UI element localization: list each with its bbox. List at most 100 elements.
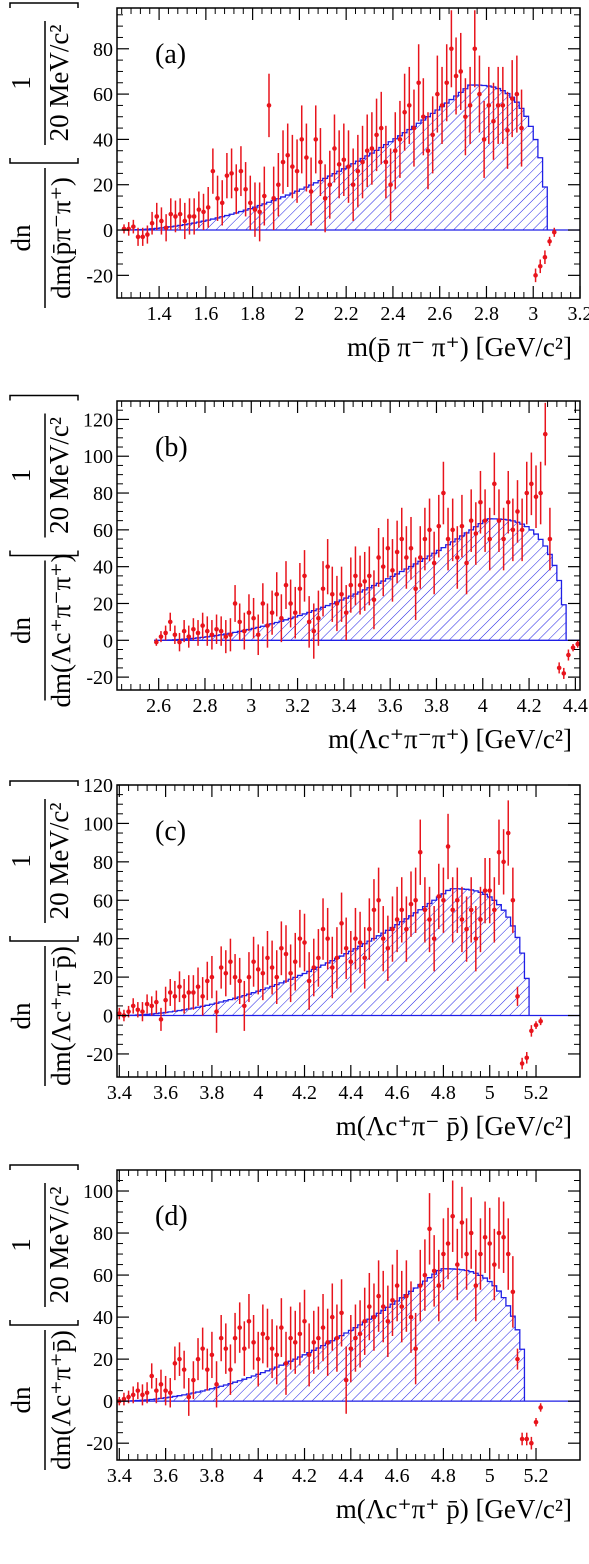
data-point	[533, 268, 538, 283]
data-point	[486, 66, 492, 144]
data-point	[482, 489, 488, 552]
data-point	[514, 55, 520, 133]
data-point	[214, 1361, 219, 1408]
data-point	[413, 1312, 418, 1385]
y-tick-label: -20	[86, 1433, 113, 1455]
data-point	[515, 480, 520, 543]
data-point	[464, 1218, 469, 1290]
data-point	[265, 1308, 270, 1368]
data-point	[390, 539, 395, 602]
y-axis-label: 1 20 MeV/c² dn dm(p̄π⁻π⁺)	[6, 2, 79, 308]
data-point	[229, 148, 234, 199]
data-point	[441, 461, 446, 525]
data-point	[149, 996, 155, 1016]
data-point	[500, 66, 506, 144]
data-point	[163, 214, 169, 242]
data-point	[542, 250, 548, 265]
x-tick-label: 1.4	[147, 303, 172, 325]
data-point	[445, 813, 451, 880]
data-point	[348, 557, 354, 613]
data-point	[181, 620, 187, 643]
data-point	[529, 1436, 534, 1450]
data-point	[343, 917, 349, 980]
data-point	[533, 1021, 539, 1029]
data-point	[320, 1293, 326, 1362]
y-tick-label: 60	[93, 520, 113, 542]
data-point	[121, 224, 127, 234]
x-tick-label: 2.4	[380, 303, 405, 325]
x-tick-label: 2.8	[474, 303, 499, 325]
x-tick-label: 5.2	[524, 1082, 549, 1104]
data-point	[306, 952, 312, 1010]
data-point	[218, 946, 224, 989]
panel-4: 3.4 3.6 3.8 4 4.2 4.4 4.6 4.8 5 5.2 -20 0 20 40 60 80 10…	[6, 1164, 581, 1524]
x-tick-label: 5	[485, 1465, 495, 1487]
x-tick-label: 3	[528, 303, 538, 325]
data-point	[491, 82, 496, 160]
data-point	[566, 649, 571, 661]
data-point	[413, 867, 418, 933]
data-point	[496, 1197, 502, 1269]
data-point	[251, 936, 256, 987]
data-point	[487, 1207, 493, 1280]
data-point	[140, 1384, 145, 1406]
data-point	[459, 886, 465, 953]
x-tick-label: 4.8	[431, 1465, 456, 1487]
data-point	[339, 566, 344, 622]
data-point	[195, 1338, 201, 1381]
data-point	[168, 198, 174, 231]
data-point	[313, 105, 319, 174]
data-point	[556, 662, 562, 674]
y-tick-label: 100	[83, 446, 113, 468]
data-point	[501, 1201, 506, 1273]
x-tick-label: 4	[253, 1082, 263, 1104]
data-point	[329, 566, 335, 622]
data-point	[510, 867, 516, 933]
x-tick-label: 5	[485, 1082, 495, 1104]
x-tick-label: 3.2	[285, 695, 310, 717]
y-tick-label: 80	[93, 39, 113, 61]
x-tick-label: 4	[478, 695, 488, 717]
data-point	[478, 1218, 483, 1290]
data-point	[505, 470, 511, 534]
x-tick-label: 2.8	[192, 695, 217, 717]
x-axis-label: m(Λc⁺π⁺ p̄) [GeV/c²]	[336, 1494, 572, 1524]
data-point	[140, 227, 146, 246]
svg-text:dm(Λc⁺π⁺p̄): dm(Λc⁺π⁺p̄)	[46, 1330, 76, 1470]
data-point	[408, 516, 414, 580]
data-point	[505, 800, 511, 866]
data-point	[450, 877, 455, 943]
data-point	[455, 526, 460, 589]
data-point	[269, 1319, 275, 1379]
data-point	[510, 498, 516, 562]
data-point	[311, 938, 317, 997]
y-tick-label: 120	[83, 409, 113, 431]
data-point	[380, 906, 386, 972]
data-point	[367, 1272, 372, 1341]
data-point	[492, 1228, 497, 1301]
data-point	[167, 1378, 173, 1408]
data-point	[439, 66, 445, 144]
data-point	[505, 91, 510, 169]
data-point	[334, 927, 340, 989]
data-point	[336, 130, 342, 199]
data-point	[408, 871, 414, 937]
data-point	[329, 936, 335, 999]
data-point	[482, 1201, 488, 1273]
data-point	[172, 980, 178, 1012]
data-point	[279, 1298, 284, 1358]
data-point	[306, 1323, 312, 1387]
x-tick-label: 3.6	[153, 1465, 178, 1487]
y-tick-label: 80	[93, 483, 113, 505]
data-point	[364, 114, 370, 187]
data-point	[339, 1279, 344, 1347]
data-point	[371, 1283, 377, 1351]
x-tick-label: 2.6	[427, 303, 452, 325]
data-point	[154, 202, 160, 231]
data-point	[154, 638, 159, 646]
data-point	[357, 555, 363, 615]
data-point	[237, 603, 242, 641]
data-point	[421, 78, 426, 156]
data-point	[406, 66, 412, 144]
panel-label: (c)	[155, 816, 186, 847]
